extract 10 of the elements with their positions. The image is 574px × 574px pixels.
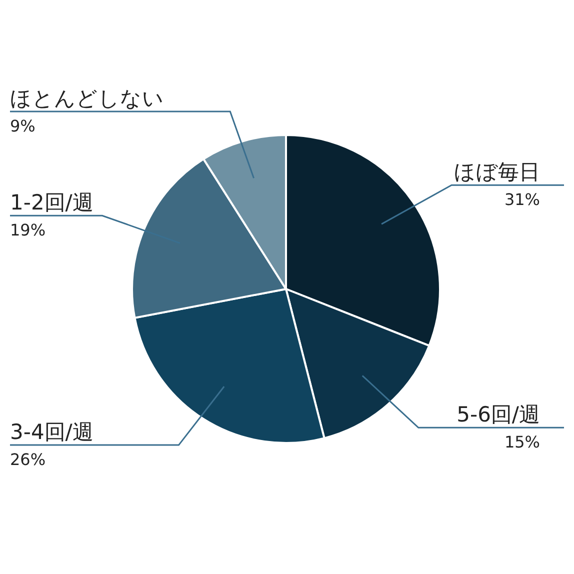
data-label: 9% — [10, 116, 36, 136]
data-label: 15% — [504, 432, 540, 452]
data-label: 31% — [504, 190, 540, 210]
slice-label: 5-6回/週 — [456, 402, 540, 427]
data-label: 19% — [10, 220, 46, 240]
slice-label: 1-2回/週 — [10, 190, 94, 215]
slice-label: ほぼ毎日 — [454, 160, 540, 184]
slice-label: ほとんどしない — [10, 86, 164, 111]
slice-label: 3-4回/週 — [10, 420, 94, 444]
data-label: 26% — [10, 450, 46, 470]
